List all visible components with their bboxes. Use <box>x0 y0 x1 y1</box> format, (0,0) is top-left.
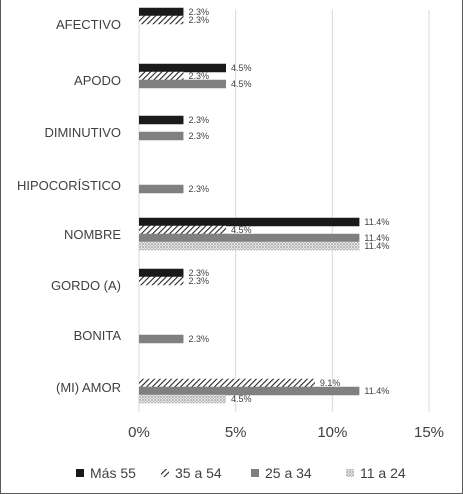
category-label: BONITA <box>74 328 122 343</box>
data-label: 2.3% <box>188 268 209 278</box>
data-label: 4.5% <box>231 79 252 89</box>
bar-25-a-34 <box>139 184 184 194</box>
data-label: 2.3% <box>188 7 209 17</box>
data-label: 2.3% <box>188 71 209 81</box>
data-label: 2.3% <box>188 184 209 194</box>
bar-35-a-54 <box>139 71 184 81</box>
category-label: GORDO (A) <box>51 278 121 293</box>
category-label: APODO <box>74 73 121 88</box>
bar-más-55 <box>139 268 184 278</box>
bar-más-55 <box>139 7 184 17</box>
x-tick-label: 5% <box>225 424 247 441</box>
legend-swatch <box>76 469 84 477</box>
x-tick-label: 15% <box>414 424 444 441</box>
bar-25-a-34 <box>139 131 184 141</box>
bar-35-a-54 <box>139 276 184 286</box>
legend-label: 11 a 24 <box>360 465 406 481</box>
legend-label: 35 a 54 <box>175 465 222 481</box>
data-label: 2.3% <box>188 334 209 344</box>
category-label: (MI) AMOR <box>56 380 121 395</box>
bar-11-a-24 <box>139 394 226 404</box>
legend-swatch <box>251 469 259 477</box>
data-label: 2.3% <box>188 131 209 141</box>
category-label: DIMINUTIVO <box>44 125 121 140</box>
bar-35-a-54 <box>139 15 184 25</box>
x-tick-label: 10% <box>317 424 347 441</box>
data-label: 4.5% <box>231 394 252 404</box>
data-label: 2.3% <box>188 115 209 125</box>
legend-swatch <box>161 469 169 477</box>
bar-más-55 <box>139 63 226 73</box>
data-label: 11.4% <box>364 241 389 251</box>
bar-35-a-54 <box>139 378 315 388</box>
data-label: 11.4% <box>364 233 389 243</box>
data-label: 4.5% <box>231 225 252 235</box>
data-label: 2.3% <box>188 276 209 286</box>
data-label: 9.1% <box>320 378 341 388</box>
category-label: AFECTIVO <box>56 17 121 32</box>
data-label: 11.4% <box>364 386 389 396</box>
x-tick-label: 0% <box>128 424 150 441</box>
bar-25-a-34 <box>139 386 360 396</box>
bar-más-55 <box>139 217 360 227</box>
legend-label: Más 55 <box>90 465 136 481</box>
legend-label: 25 a 34 <box>265 465 312 481</box>
data-label: 2.3% <box>188 15 209 25</box>
data-label: 11.4% <box>364 217 389 227</box>
bar-más-55 <box>139 115 184 125</box>
category-label: HIPOCORÍSTICO <box>17 178 121 193</box>
bar-25-a-34 <box>139 79 226 89</box>
bar-25-a-34 <box>139 233 360 243</box>
bar-11-a-24 <box>139 241 360 251</box>
data-label: 4.5% <box>231 63 252 73</box>
bar-35-a-54 <box>139 225 226 235</box>
bar-25-a-34 <box>139 334 184 344</box>
legend-swatch <box>346 469 354 477</box>
category-label: NOMBRE <box>64 227 121 242</box>
